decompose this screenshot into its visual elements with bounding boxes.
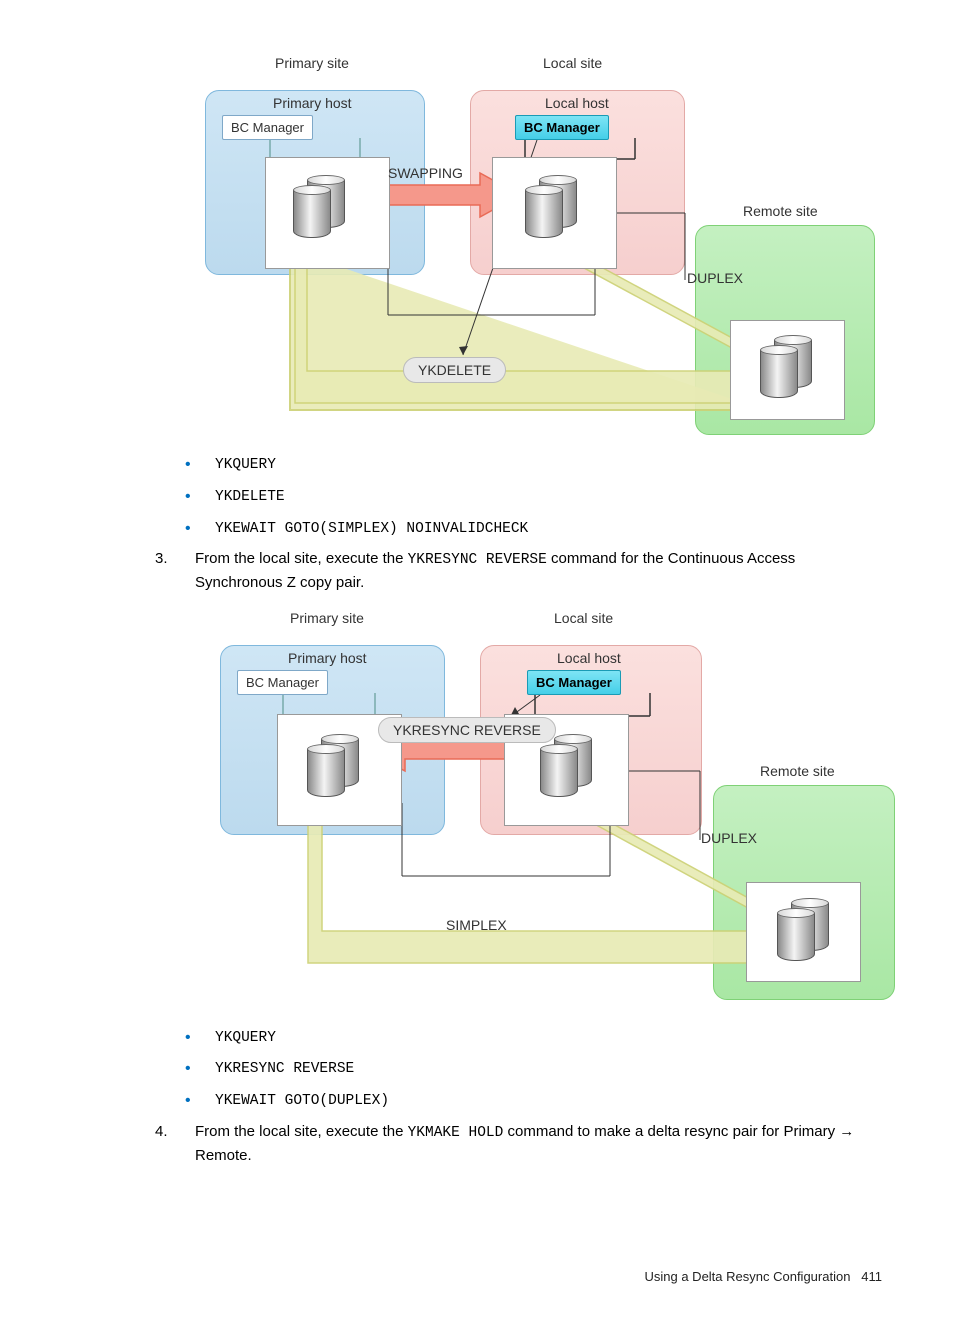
duplex-label-2: DUPLEX — [701, 830, 757, 846]
bc-manager-local-badge: BC Manager — [515, 115, 609, 140]
step-command: YKMAKE HOLD — [408, 1125, 504, 1141]
list-item: YKDELETE — [155, 485, 874, 509]
step-number: 4. — [155, 1121, 168, 1144]
bc-manager-local-badge: BC Manager — [527, 670, 621, 695]
list-item: YKQUERY — [155, 453, 874, 477]
duplex-label-1: DUPLEX — [687, 270, 743, 286]
commands-list-2: YKQUERY YKRESYNC REVERSE YKEWAIT GOTO(DU… — [155, 1026, 874, 1113]
remote-site-label: Remote site — [760, 763, 835, 779]
bc-manager-primary-badge: BC Manager — [237, 670, 328, 695]
list-item: YKQUERY — [155, 1026, 874, 1050]
command-text: YKDELETE — [215, 489, 285, 505]
swapping-label: SWAPPING — [388, 165, 463, 181]
primary-site-label: Primary site — [290, 610, 364, 626]
footer-title: Using a Delta Resync Configuration — [644, 1269, 850, 1284]
local-host-label: Local host — [545, 95, 609, 111]
bc-manager-primary-badge: BC Manager — [222, 115, 313, 140]
local-site-label: Local site — [543, 55, 602, 71]
ykdelete-pill: YKDELETE — [403, 357, 506, 383]
primary-site-label: Primary site — [275, 55, 349, 71]
list-item: YKEWAIT GOTO(DUPLEX) — [155, 1089, 874, 1113]
step-3: 3. From the local site, execute the YKRE… — [155, 548, 874, 594]
commands-list-1: YKQUERY YKDELETE YKEWAIT GOTO(SIMPLEX) N… — [155, 453, 874, 540]
ykresync-pill: YKRESYNC REVERSE — [378, 717, 556, 743]
command-text: YKRESYNC REVERSE — [215, 1061, 354, 1077]
command-text: YKQUERY — [215, 457, 276, 473]
local-site-label: Local site — [554, 610, 613, 626]
simplex-label: SIMPLEX — [446, 917, 507, 933]
remote-site-label: Remote site — [743, 203, 818, 219]
step-command: YKRESYNC REVERSE — [408, 552, 547, 568]
page-number: 411 — [861, 1269, 882, 1284]
page-footer: Using a Delta Resync Configuration 411 — [644, 1269, 882, 1284]
command-text: YKEWAIT GOTO(DUPLEX) — [215, 1093, 389, 1109]
command-text: YKEWAIT GOTO(SIMPLEX) NOINVALIDCHECK — [215, 521, 528, 537]
step-text-pre: From the local site, execute the — [195, 1123, 408, 1140]
list-item: YKRESYNC REVERSE — [155, 1057, 874, 1081]
step-number: 3. — [155, 548, 168, 571]
command-text: YKQUERY — [215, 1030, 276, 1046]
primary-host-label: Primary host — [288, 650, 367, 666]
list-item: YKEWAIT GOTO(SIMPLEX) NOINVALIDCHECK — [155, 517, 874, 541]
local-host-label: Local host — [557, 650, 621, 666]
diagram-ykresync: Primary site Local site Remote site Prim… — [195, 610, 875, 1010]
step-4: 4. From the local site, execute the YKMA… — [155, 1121, 874, 1167]
primary-host-label: Primary host — [273, 95, 352, 111]
diagram-swapping: Primary site Local site Remote site Prim… — [195, 55, 875, 445]
step-text-pre: From the local site, execute the — [195, 550, 408, 567]
